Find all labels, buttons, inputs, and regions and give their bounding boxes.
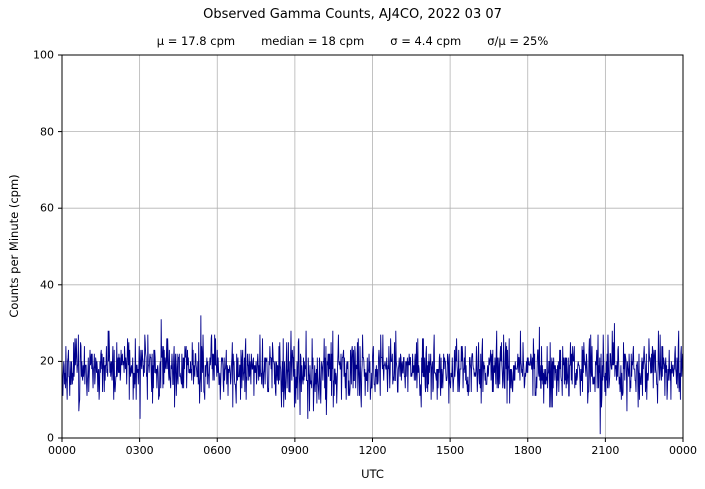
gamma-counts-series <box>61 315 684 435</box>
y-tick-label: 20 <box>40 354 54 368</box>
x-tick-label: 1200 <box>358 444 387 457</box>
y-axis-label: Counts per Minute (cpm) <box>7 174 21 318</box>
stat-sigma-over-mu: σ/μ = 25% <box>487 34 549 48</box>
y-tick-label: 80 <box>40 125 54 139</box>
x-tick-label: 0600 <box>203 444 232 457</box>
chart-stats-subtitle: μ = 17.8 cpm median = 18 cpm σ = 4.4 cpm σ/… <box>0 34 705 48</box>
x-tick-label: 0900 <box>280 444 309 457</box>
x-tick-label: 0300 <box>125 444 154 457</box>
y-tick-label: 40 <box>40 278 54 292</box>
x-tick-label: 1500 <box>436 444 465 457</box>
x-tick-label: 0000 <box>48 444 76 457</box>
stat-sigma: σ = 4.4 cpm <box>390 34 462 48</box>
chart-title: Observed Gamma Counts, AJ4CO, 2022 03 07 <box>203 7 502 22</box>
stat-mean: μ = 17.8 cpm <box>156 34 236 48</box>
x-axis-label: UTC <box>361 467 384 481</box>
y-tick-label: 100 <box>33 48 54 62</box>
stat-median: median = 18 cpm <box>261 34 365 48</box>
x-tick-label: 0000 <box>669 444 697 457</box>
y-tick-label: 60 <box>40 201 54 215</box>
plot-frame <box>61 54 684 439</box>
x-tick-label: 2100 <box>591 444 620 457</box>
y-tick-label: 0 <box>47 431 54 445</box>
x-tick-label: 1800 <box>513 444 542 457</box>
